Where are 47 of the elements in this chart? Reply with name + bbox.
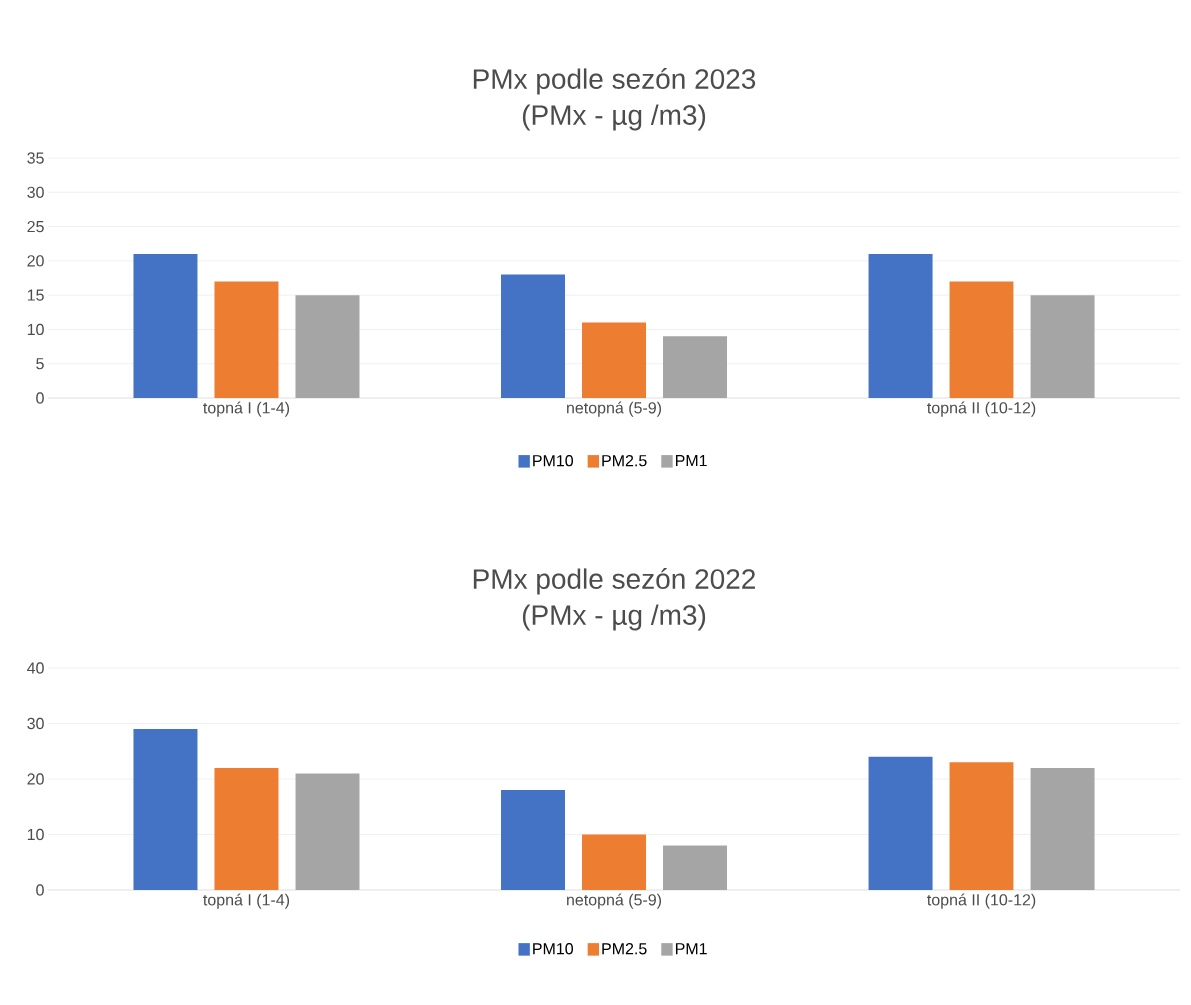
y-tick-label: 25	[27, 220, 44, 233]
legend-label: PM2.5	[602, 943, 647, 955]
y-tick-label: 30	[27, 717, 44, 730]
legend-label: PM1	[675, 943, 707, 955]
bar	[868, 756, 933, 891]
bar	[295, 773, 360, 891]
bar	[663, 845, 728, 891]
y-tick-label: 5	[36, 358, 44, 370]
bar	[949, 281, 1014, 399]
bar	[949, 762, 1014, 891]
bar	[868, 254, 933, 399]
bar	[582, 834, 647, 891]
x-tick-label: topná II (10-12)	[927, 401, 1036, 417]
y-tick-label: 10	[27, 828, 44, 841]
y-tick-label: 20	[27, 773, 44, 785]
y-tick-label: 40	[27, 662, 44, 674]
y-tick-label: 0	[36, 884, 44, 896]
y-tick-label: 30	[27, 186, 44, 198]
bar	[133, 254, 198, 399]
bar	[1030, 767, 1095, 891]
x-tick-label: netopná (5-9)	[567, 893, 662, 909]
chart-title: PMx podle sezón 2023	[473, 68, 756, 95]
chart-title: PMx podle sezón 2022	[473, 568, 755, 595]
bar	[501, 790, 566, 891]
x-tick-label: topná I (1-4)	[203, 893, 290, 909]
bar	[663, 336, 728, 399]
y-tick-label: 15	[27, 289, 44, 301]
bar	[501, 274, 566, 399]
bar	[133, 729, 198, 891]
legend-label: PM10	[533, 943, 574, 955]
y-tick-label: 35	[27, 152, 44, 164]
y-tick-label: 20	[27, 255, 44, 267]
y-tick-label: 10	[27, 323, 44, 336]
legend-label: PM2.5	[602, 455, 647, 467]
legend-label: PM10	[533, 455, 574, 467]
chart-subtitle: (PMx - µg /m3)	[522, 604, 706, 631]
bar	[1030, 295, 1095, 399]
x-tick-label: topná II (10-12)	[927, 893, 1036, 909]
bar	[582, 322, 647, 399]
chart-subtitle: (PMx - µg /m3)	[522, 104, 706, 131]
x-tick-label: topná I (1-4)	[203, 401, 290, 417]
x-tick-label: netopná (5-9)	[567, 401, 662, 417]
bar	[214, 281, 279, 399]
bar	[295, 295, 360, 399]
bar	[214, 767, 279, 891]
legend-label: PM1	[675, 455, 707, 467]
y-tick-label: 0	[36, 392, 44, 404]
